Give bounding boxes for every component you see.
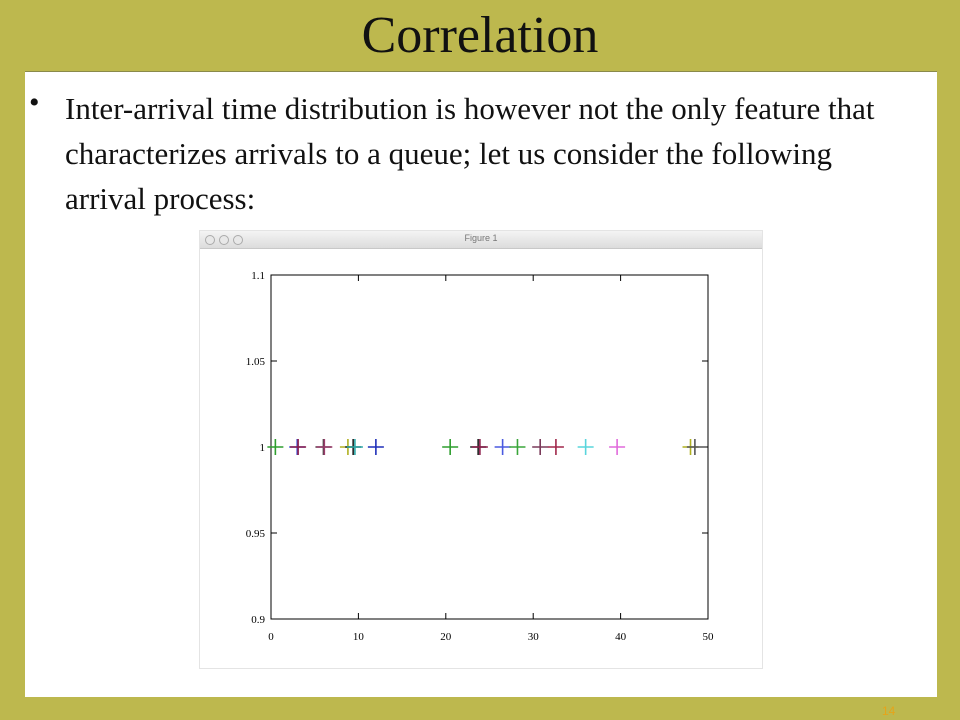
data-point	[346, 439, 363, 455]
x-tick-label: 0	[268, 631, 274, 643]
data-point	[290, 439, 307, 455]
data-point	[367, 439, 384, 455]
y-tick-label: 0.9	[251, 614, 265, 626]
maximize-window-icon[interactable]	[233, 235, 243, 245]
data-point	[316, 439, 333, 455]
data-point	[686, 439, 703, 455]
y-tick-label: 0.95	[246, 528, 266, 540]
x-tick-label: 40	[615, 631, 627, 643]
page-number: 14	[882, 704, 896, 718]
x-tick-label: 20	[440, 631, 452, 643]
x-tick-label: 30	[528, 631, 540, 643]
data-point	[494, 439, 511, 455]
close-window-icon[interactable]	[205, 235, 215, 245]
figure-window: Figure 1 0 10 20 30 40 50 0.9 0.95 1 1.05 1.1	[199, 230, 763, 669]
data-point	[267, 439, 284, 455]
figure-title: Figure 1	[464, 233, 498, 243]
bullet-marker: •	[29, 86, 40, 119]
plot-frame	[270, 274, 709, 620]
data-point	[509, 439, 526, 455]
data-point	[532, 439, 549, 455]
x-tick-label: 50	[703, 631, 715, 643]
data-points	[267, 439, 703, 455]
data-point	[471, 439, 488, 455]
bullet-text: Inter-arrival time distribution is howev…	[65, 91, 875, 216]
x-axis: 0 10 20 30 40 50	[268, 275, 714, 643]
slide-content: • Inter-arrival time distribution is how…	[25, 71, 937, 697]
slide-title: Correlation	[361, 7, 599, 64]
y-axis: 0.9 0.95 1 1.05 1.1	[246, 270, 708, 626]
data-point	[577, 439, 594, 455]
y-tick-label: 1.05	[246, 356, 266, 368]
figure-titlebar[interactable]: Figure 1	[200, 231, 762, 249]
y-tick-label: 1	[260, 442, 266, 454]
x-tick-label: 10	[353, 631, 365, 643]
data-point	[609, 439, 626, 455]
scatter-plot: 0 10 20 30 40 50 0.9 0.95 1 1.05 1.1	[246, 270, 714, 643]
minimize-window-icon[interactable]	[219, 235, 229, 245]
data-point	[442, 439, 459, 455]
data-point	[547, 439, 564, 455]
y-tick-label: 1.1	[251, 270, 265, 282]
